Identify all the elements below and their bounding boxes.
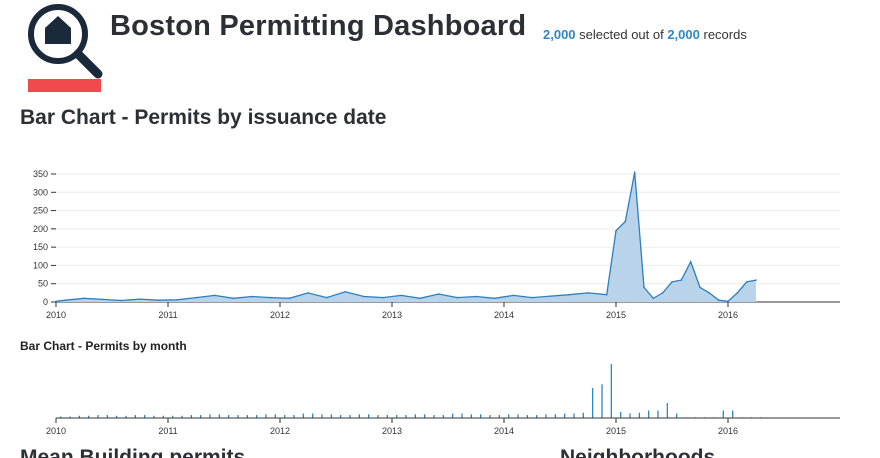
y-tick-label: 150 <box>33 242 48 252</box>
y-tick-label: 250 <box>33 206 48 216</box>
x-tick-label: 2013 <box>382 426 402 436</box>
data-point <box>661 292 664 294</box>
y-tick-label: 100 <box>33 260 48 270</box>
data-point <box>139 298 141 300</box>
data-point <box>437 293 440 295</box>
selection-count: 2,000 selected out of 2,000 records <box>543 27 747 42</box>
x-tick-label: 2010 <box>46 310 66 320</box>
x-tick-label: 2011 <box>158 310 177 320</box>
data-point <box>652 297 655 300</box>
page-title: Boston Permitting Dashboard <box>110 10 527 42</box>
data-point <box>325 296 328 299</box>
records-text: records <box>699 27 747 42</box>
data-point <box>475 295 477 298</box>
data-point <box>101 298 104 301</box>
data-point <box>605 293 608 296</box>
data-point <box>176 299 179 301</box>
data-point <box>717 299 720 301</box>
data-point <box>689 261 692 263</box>
data-point <box>699 286 701 289</box>
issuance-date-chart[interactable]: 0 50 100 150 200 250 300 350 2010 2011 2012 2013 201… <box>0 160 880 320</box>
x-tick-label: 2016 <box>718 310 738 320</box>
data-point <box>400 294 403 297</box>
data-point <box>456 296 459 299</box>
y-tick-label: 200 <box>33 224 48 234</box>
series-area <box>56 172 756 302</box>
data-point <box>643 286 645 289</box>
data-point <box>512 294 515 297</box>
total-count: 2,000 <box>667 27 700 42</box>
data-point <box>55 300 57 303</box>
x-tick-label: 2014 <box>494 426 514 436</box>
issuance-date-chart-svg[interactable]: 0 50 100 150 200 250 300 350 2010 2011 2012 2013 201… <box>0 160 880 320</box>
data-point <box>381 296 384 299</box>
x-tick-label: 2014 <box>494 310 514 320</box>
month-chart-title: Bar Chart - Permits by month <box>20 339 187 353</box>
data-point <box>213 294 216 297</box>
data-point <box>344 291 347 293</box>
data-point <box>493 297 496 300</box>
data-point <box>727 300 729 303</box>
data-point <box>745 281 748 283</box>
x-tick-label: 2011 <box>158 426 177 436</box>
data-point <box>157 299 160 301</box>
month-chart[interactable]: 2010 2011 2012 2013 2014 2015 2016 <box>0 355 880 437</box>
data-point <box>83 297 85 300</box>
data-point <box>624 220 627 223</box>
data-point <box>671 281 673 283</box>
data-point <box>549 295 552 297</box>
month-chart-svg[interactable]: 2010 2011 2012 2013 2014 2015 2016 <box>0 355 880 437</box>
data-point <box>568 293 571 296</box>
y-tick-label: 300 <box>33 187 48 197</box>
x-tick-label: 2012 <box>270 426 290 436</box>
data-point <box>680 279 683 281</box>
x-tick-label: 2012 <box>270 310 290 320</box>
data-point <box>288 297 291 300</box>
data-point <box>195 296 197 299</box>
data-point <box>251 295 253 298</box>
x-tick-label: 2016 <box>718 426 738 436</box>
series-line <box>55 172 757 302</box>
data-point <box>615 229 617 232</box>
data-point <box>419 297 421 300</box>
data-point <box>755 279 757 281</box>
data-point <box>307 292 309 294</box>
data-point <box>708 292 711 294</box>
y-tick-label: 50 <box>38 279 48 289</box>
house-magnifier-icon <box>24 2 106 94</box>
selected-count: 2,000 <box>543 27 576 42</box>
neighborhoods-title: Neighborhoods <box>560 446 716 458</box>
selected-text: selected out of <box>575 27 668 42</box>
data-point <box>64 299 67 301</box>
x-tick-label: 2015 <box>606 310 626 320</box>
data-point <box>633 171 636 173</box>
data-point <box>736 292 739 294</box>
x-tick-label: 2013 <box>382 310 402 320</box>
data-point <box>269 296 272 299</box>
data-point <box>120 299 123 302</box>
data-point <box>363 295 365 298</box>
data-point <box>531 296 533 299</box>
x-tick-label: 2010 <box>46 426 66 436</box>
dashboard-header: Boston Permitting Dashboard 2,000 select… <box>0 0 880 100</box>
data-point <box>587 292 589 294</box>
mean-permits-title: Mean Building permits <box>20 446 246 458</box>
data-point <box>232 297 235 300</box>
x-tick-label: 2015 <box>606 426 626 436</box>
issuance-chart-title: Bar Chart - Permits by issuance date <box>20 106 387 129</box>
y-tick-label: 0 <box>43 297 48 307</box>
y-tick-label: 350 <box>33 169 48 179</box>
